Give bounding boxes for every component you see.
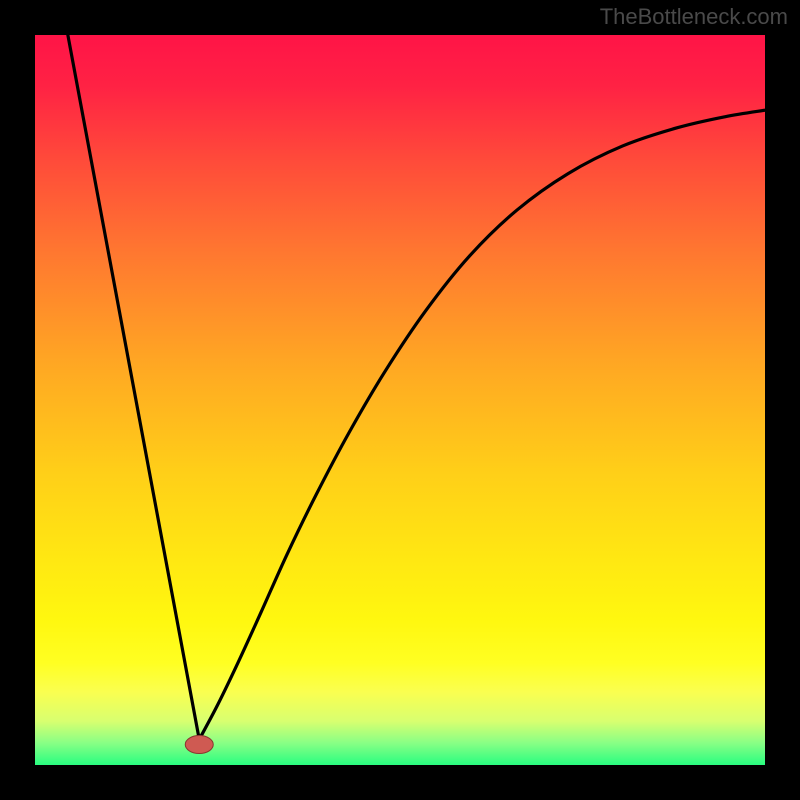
watermark-text: TheBottleneck.com: [600, 4, 788, 30]
bottleneck-chart: [0, 0, 800, 800]
minimum-marker: [185, 736, 213, 754]
plot-gradient-background: [35, 35, 765, 765]
chart-container: TheBottleneck.com: [0, 0, 800, 800]
